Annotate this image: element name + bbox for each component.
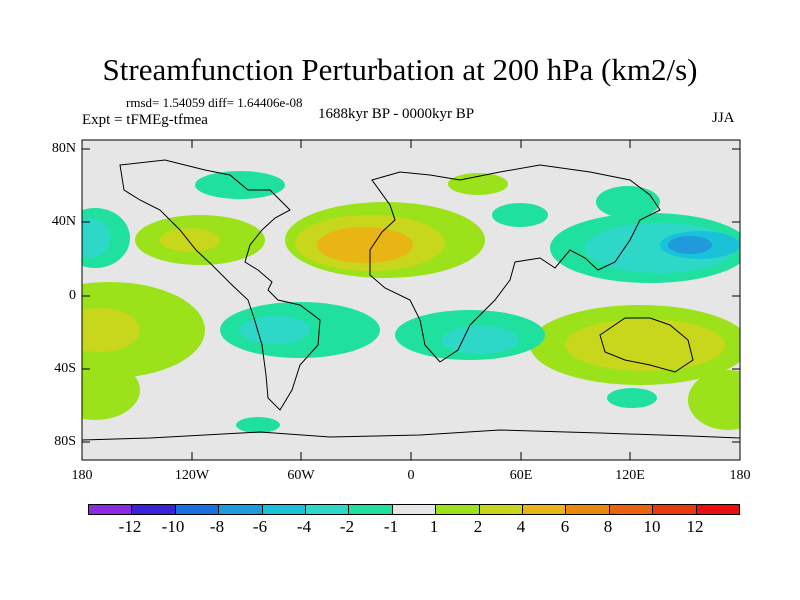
coastlines (82, 159, 740, 441)
field-pacific-south-tail (82, 360, 140, 420)
lon-label-60e: 60E (509, 468, 533, 483)
colorbar-label: 10 (643, 517, 661, 536)
lat-label-40n: 40N (51, 214, 76, 229)
colorbar-swatch (523, 505, 567, 514)
field-canada (195, 171, 285, 199)
colorbar-swatch (392, 505, 437, 514)
colorbar-swatch (653, 505, 697, 514)
colorbar (88, 504, 740, 515)
field-kamchatka (596, 186, 660, 218)
field-southern-ocean (607, 388, 657, 408)
experiment-label: Expt = tFMEg-tfmea (82, 112, 208, 128)
colorbar-swatch (89, 505, 133, 514)
colorbar-swatch (609, 505, 654, 514)
field-pacific-south (82, 282, 205, 378)
lon-label-180w: 180 (71, 468, 93, 483)
lat-label-0: 0 (69, 288, 76, 303)
colorbar-swatch (306, 505, 350, 514)
colorbar-swatch (262, 505, 307, 514)
colorbar-swatch (219, 505, 263, 514)
colorbar-swatch (479, 505, 524, 514)
field-west-pacific-center (668, 236, 712, 254)
axis-ticks (82, 140, 740, 460)
lat-label-80s: 80S (54, 434, 76, 449)
lon-label-120w: 120W (174, 468, 210, 483)
colorbar-label: -8 (209, 517, 225, 536)
field-gulf-core (160, 228, 220, 252)
map-title: Streamfunction Perturbation at 200 hPa (… (102, 52, 698, 87)
lon-label-180e: 180 (729, 468, 751, 483)
field-caspian (448, 173, 508, 195)
colorbar-label: 4 (516, 517, 526, 536)
season-label: JJA (712, 110, 735, 126)
coast-eurasia-africa (369, 164, 661, 363)
colorbar-label: 8 (603, 517, 613, 536)
field-east-pacific-north-core (82, 218, 110, 258)
colorbar-swatch (175, 505, 220, 514)
colorbar-swatch (436, 505, 480, 514)
field-caucasus (492, 203, 548, 227)
field-australia-core (565, 319, 725, 371)
stats-text: rmsd= 1.54059 diff= 1.64406e-08 (126, 95, 303, 110)
lon-label-120e: 120E (615, 468, 645, 483)
field-atlantic-core (317, 227, 413, 263)
colorbar-label: 2 (473, 517, 483, 536)
colorbar-label: 6 (560, 517, 570, 536)
colorbar-swatch (132, 505, 176, 514)
lon-label-0: 0 (407, 468, 415, 483)
colorbar-label: -10 (161, 517, 185, 536)
colorbar-label: -4 (296, 517, 312, 536)
colorbar-swatch (696, 505, 740, 514)
colorbar-label: -2 (339, 517, 355, 536)
field-drake (236, 417, 280, 433)
colorbar-swatch (566, 505, 610, 514)
lon-label-60w: 60W (287, 468, 315, 483)
field-south-atlantic-core (442, 326, 518, 354)
period-label: 1688kyr BP - 0000kyr BP (318, 106, 475, 122)
coast-australia (599, 317, 694, 373)
colorbar-label: 1 (429, 517, 439, 536)
field-pacific-south-core (82, 308, 140, 352)
lat-label-80n: 80N (51, 141, 76, 156)
field-south-america-core (240, 316, 310, 344)
colorbar-label: -12 (118, 517, 142, 536)
coast-americas (119, 159, 321, 411)
colorbar-label: -1 (383, 517, 399, 536)
colorbar-label: -6 (252, 517, 268, 536)
contour-fields (82, 171, 740, 433)
lat-label-40s: 40S (54, 361, 76, 376)
field-tasman (688, 370, 740, 430)
colorbar-swatch (349, 505, 393, 514)
coast-antarctica (82, 429, 740, 441)
colorbar-label: 12 (686, 517, 704, 536)
